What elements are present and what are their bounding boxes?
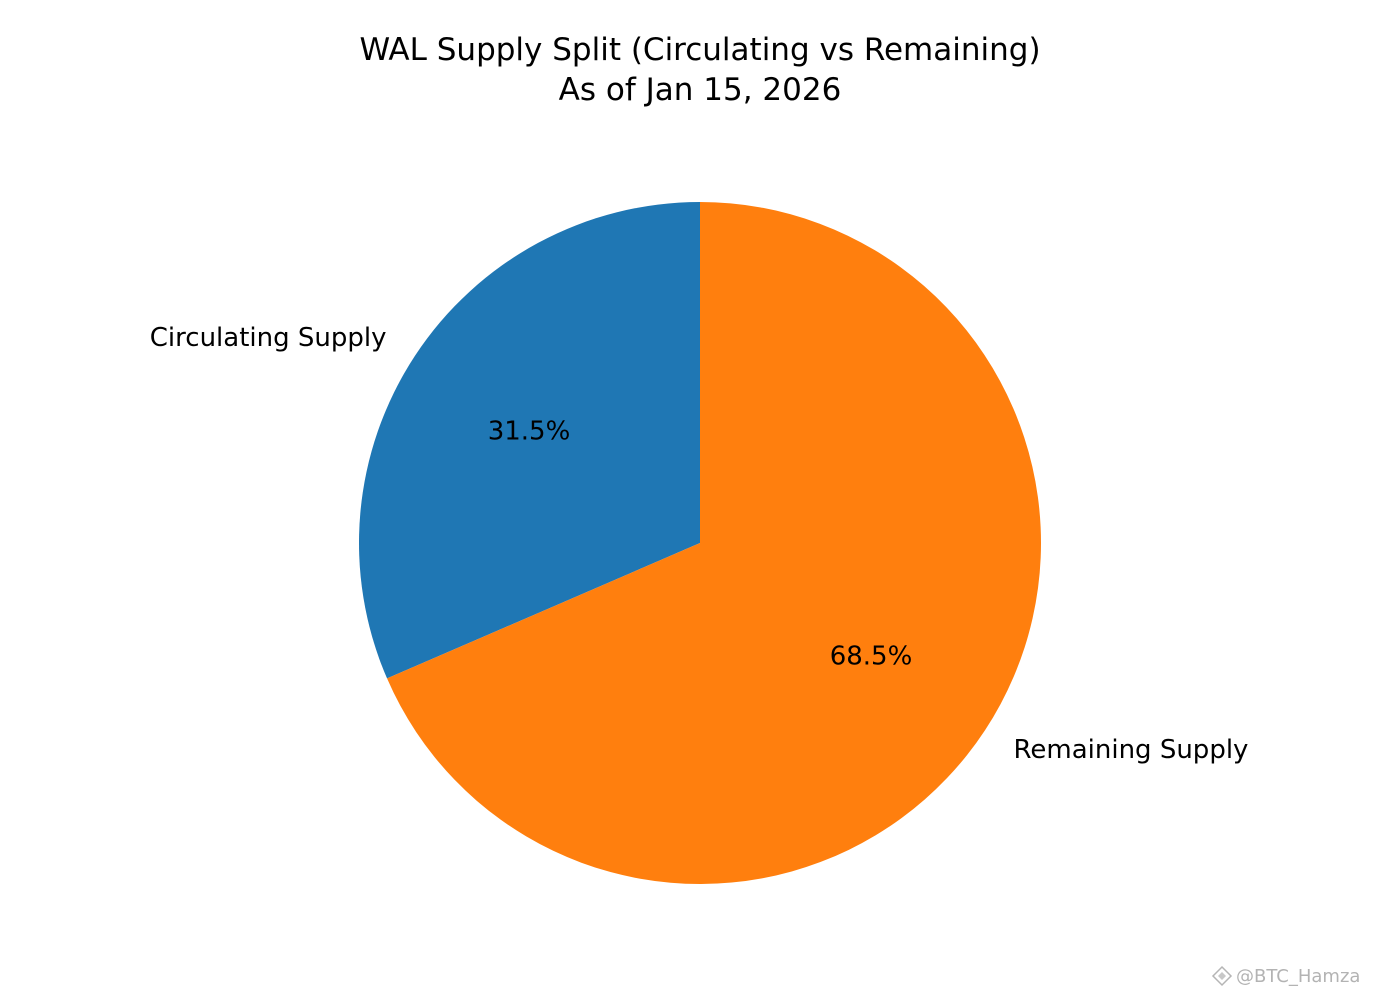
- pie-slices: [358, 202, 1042, 884]
- watermark-text: @BTC_Hamza: [1236, 966, 1360, 987]
- diamond-logo-icon: [1211, 965, 1233, 987]
- pie-percent-label: 68.5%: [830, 641, 913, 671]
- pie-labels: 31.5% Circulating Supply 68.5% Remaining Su…: [150, 323, 1249, 765]
- pie-slice-remaining-supply: [387, 202, 1042, 884]
- pie-slice-circulating-supply: [358, 202, 700, 679]
- pie-slice-label: Circulating Supply: [150, 323, 387, 353]
- pie-slice-label: Remaining Supply: [1014, 735, 1249, 765]
- chart-subtitle: As of Jan 15, 2026: [559, 72, 842, 108]
- pie-percent-label: 31.5%: [488, 417, 571, 447]
- watermark: @BTC_Hamza: [1211, 965, 1360, 987]
- chart-title: WAL Supply Split (Circulating vs Remaini…: [359, 32, 1040, 68]
